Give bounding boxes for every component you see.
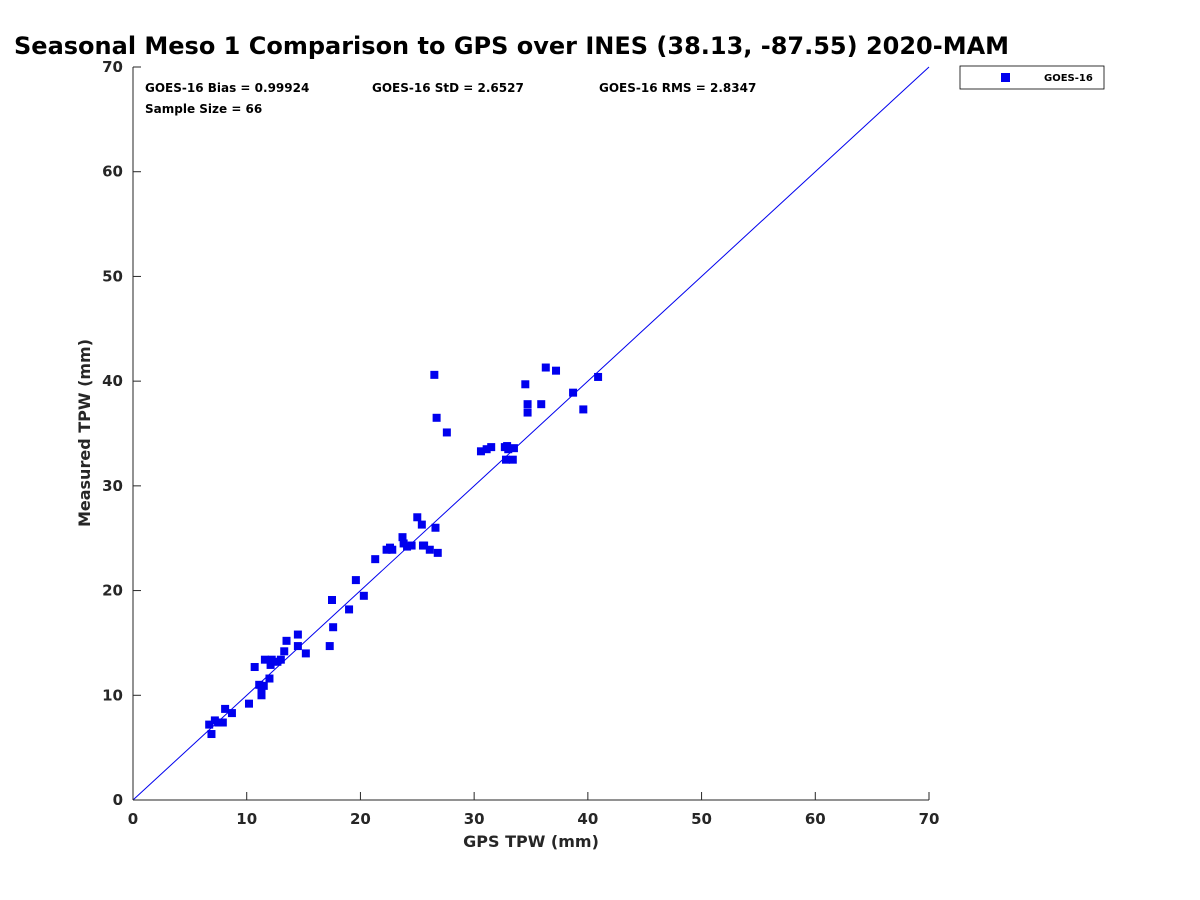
- data-point: [244, 699, 253, 708]
- x-tick-label: 20: [350, 810, 371, 828]
- data-point: [417, 520, 426, 529]
- x-axis-ticks: 0 10 20 30 40 50 60 70: [128, 792, 940, 828]
- data-point: [537, 400, 546, 409]
- data-point: [403, 542, 412, 551]
- data-point: [407, 541, 416, 550]
- legend-label: GOES-16: [1044, 73, 1093, 84]
- rms-annotation: GOES-16 RMS = 2.8347: [599, 81, 756, 95]
- y-axis-ticks: 0 10 20 30 40 50 60 70: [102, 58, 141, 809]
- data-point: [214, 718, 223, 727]
- data-point: [594, 372, 603, 381]
- y-tick-label: 20: [102, 582, 123, 600]
- data-point: [265, 674, 274, 683]
- sample-size-annotation: Sample Size = 66: [145, 102, 262, 116]
- data-point: [388, 545, 397, 554]
- data-point: [442, 428, 451, 437]
- y-tick-label: 50: [102, 267, 123, 285]
- data-point: [257, 686, 266, 695]
- data-point: [293, 642, 302, 651]
- data-point: [359, 591, 368, 600]
- data-point: [227, 709, 236, 718]
- data-point: [259, 681, 268, 690]
- data-point: [345, 605, 354, 614]
- data-point: [351, 576, 360, 585]
- data-point: [569, 388, 578, 397]
- data-point: [579, 405, 588, 414]
- x-tick-label: 10: [236, 810, 257, 828]
- data-point: [266, 660, 275, 669]
- data-point: [431, 523, 440, 532]
- legend-marker: [1001, 73, 1010, 82]
- data-point: [205, 720, 214, 729]
- data-point: [541, 363, 550, 372]
- x-tick-label: 70: [919, 810, 940, 828]
- data-point: [476, 447, 485, 456]
- data-point: [552, 366, 561, 375]
- data-point: [221, 704, 230, 713]
- x-tick-label: 50: [691, 810, 712, 828]
- data-point: [329, 623, 338, 632]
- bias-annotation: GOES-16 Bias = 0.99924: [145, 81, 309, 95]
- x-axis-label: GPS TPW (mm): [463, 832, 599, 851]
- y-axis-label: Measured TPW (mm): [75, 339, 94, 527]
- x-tick-label: 30: [464, 810, 485, 828]
- y-tick-label: 40: [102, 372, 123, 390]
- data-point: [250, 663, 259, 672]
- data-point: [501, 455, 510, 464]
- data-point: [413, 513, 422, 522]
- data-point: [267, 655, 276, 664]
- data-point: [523, 400, 532, 409]
- data-point: [293, 630, 302, 639]
- data-point: [500, 443, 509, 452]
- x-tick-label: 0: [128, 810, 138, 828]
- data-point: [371, 555, 380, 564]
- data-point: [433, 548, 442, 557]
- data-point: [430, 370, 439, 379]
- data-point: [280, 647, 289, 656]
- data-point: [482, 445, 491, 454]
- data-point: [418, 541, 427, 550]
- y-tick-label: 10: [102, 686, 123, 704]
- y-tick-label: 0: [113, 791, 123, 809]
- plot-axes: [132, 67, 929, 801]
- y-tick-label: 60: [102, 163, 123, 181]
- data-point: [207, 730, 216, 739]
- data-point: [487, 443, 496, 452]
- legend: GOES-16: [959, 65, 1105, 90]
- chart-title: Seasonal Meso 1 Comparison to GPS over I…: [14, 32, 1009, 60]
- legend-box: [959, 65, 1105, 90]
- data-point: [521, 380, 530, 389]
- data-points: [205, 363, 603, 739]
- data-point: [282, 636, 291, 645]
- data-point: [325, 642, 334, 651]
- data-point: [260, 655, 269, 664]
- x-tick-label: 40: [577, 810, 598, 828]
- data-point: [257, 691, 266, 700]
- y-tick-label: 70: [102, 58, 123, 76]
- data-point: [425, 545, 434, 554]
- data-point: [328, 595, 336, 604]
- data-point: [255, 680, 264, 689]
- data-point: [218, 718, 227, 727]
- data-point: [523, 408, 532, 417]
- data-point: [432, 413, 441, 422]
- x-tick-label: 60: [805, 810, 826, 828]
- data-point: [508, 455, 517, 464]
- y-tick-label: 30: [102, 477, 123, 495]
- reference-line-group: [132, 66, 930, 801]
- data-point: [276, 655, 285, 664]
- std-annotation: GOES-16 StD = 2.6527: [372, 81, 524, 95]
- one-to-one-line: [132, 66, 930, 801]
- data-point: [301, 649, 310, 658]
- data-point: [398, 533, 407, 542]
- data-point: [509, 444, 518, 453]
